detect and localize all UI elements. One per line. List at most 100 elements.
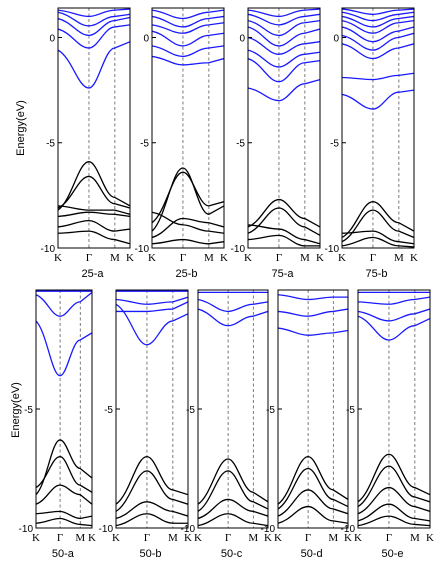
panel-75-a: 0-5-10K Γ M K75-a	[231, 7, 324, 280]
valence-band-4	[36, 510, 92, 520]
xtick-label-3: K	[88, 532, 96, 544]
conduction-band-4	[58, 24, 130, 49]
bands-25-b	[152, 9, 224, 245]
ytick-label: 0	[333, 33, 339, 44]
panel-title: 50-b	[140, 548, 162, 560]
xtick-label-0: K	[274, 532, 282, 544]
xtick-label-3: K	[410, 252, 418, 264]
panel-title: 75-b	[366, 268, 388, 280]
conduction-band-3	[248, 19, 320, 37]
xtick-label-3: K	[426, 532, 434, 544]
ytick-label: -5	[24, 405, 33, 416]
panel-frame	[57, 7, 131, 249]
xtick-label-3: K	[344, 532, 352, 544]
ytick-label: 0	[49, 33, 55, 44]
xtick-label-0: K	[112, 532, 120, 544]
ytick-label: -10	[99, 524, 114, 535]
valence-band-3	[36, 484, 92, 505]
panel-title: 50-e	[382, 548, 404, 560]
panels-group: 0-5-10K Γ M K25-a0-5-10K Γ M K25-b0-5-10K Γ M K75…	[19, 7, 434, 560]
valence-band-1	[278, 455, 348, 505]
valence-band-2	[278, 467, 348, 510]
panel-frame	[151, 7, 225, 249]
valence-band-1	[342, 201, 414, 239]
valence-band-3	[248, 224, 320, 245]
panel-50-d: -5-10K Γ M K50-d	[261, 289, 352, 560]
valence-band-5	[152, 238, 224, 245]
xtick-label-1: Γ	[86, 252, 92, 264]
bands-75-a	[248, 8, 320, 247]
conduction-band-2	[152, 15, 224, 28]
valence-band-2	[58, 175, 130, 209]
conduction-band-4	[342, 19, 414, 34]
ytick-label: -10	[41, 244, 56, 255]
panel-50-c: -5-10K Γ M K50-c	[181, 289, 272, 560]
valence-band-6	[58, 230, 130, 245]
xtick-label-2: M	[248, 532, 258, 544]
conduction-band-8	[248, 78, 320, 102]
panel-25-b: 0-5-10K Γ M K25-b	[135, 7, 228, 280]
ytick-label: -10	[181, 524, 196, 535]
conduction-band-3	[152, 22, 224, 34]
valence-band-2	[198, 470, 268, 512]
conduction-band-8	[342, 72, 414, 81]
panel-frame	[357, 289, 431, 529]
ytick-label: -5	[104, 405, 113, 416]
valence-band-1	[248, 198, 320, 228]
bands-50-b	[116, 290, 188, 527]
ytick-label: 0	[239, 33, 245, 44]
valence-band-4	[58, 211, 130, 218]
xtick-label-1: Γ	[144, 532, 150, 544]
conduction-band-2	[198, 298, 268, 313]
xtick-label-2: M	[300, 252, 310, 264]
ytick-label: -10	[19, 524, 34, 535]
valence-band-1	[198, 458, 268, 505]
conduction-band-6	[248, 49, 320, 68]
panel-50-b: -5-10K Γ M K50-b	[99, 289, 192, 560]
ytick-label: -5	[186, 405, 195, 416]
xtick-label-0: K	[244, 252, 252, 264]
panel-title: 75-a	[272, 268, 295, 280]
valence-band-3	[58, 205, 130, 215]
conduction-band-5	[342, 26, 414, 43]
conduction-band-2	[116, 296, 188, 305]
panel-frame	[247, 7, 321, 249]
conduction-band-1	[342, 8, 414, 15]
valence-band-4	[358, 503, 430, 522]
xtick-label-0: K	[354, 532, 362, 544]
valence-band-2	[36, 455, 92, 493]
ytick-label: -5	[140, 139, 149, 150]
valence-band-3	[342, 230, 414, 245]
conduction-band-3	[36, 320, 92, 377]
xtick-label-0: K	[338, 252, 346, 264]
conduction-band-7	[342, 43, 414, 60]
xtick-label-1: Γ	[386, 532, 392, 544]
valence-band-2	[248, 207, 320, 236]
conduction-band-4	[248, 26, 320, 47]
conduction-band-3	[116, 301, 188, 313]
conduction-band-6	[152, 55, 224, 66]
valence-band-3	[358, 486, 430, 515]
bands-50-e	[358, 291, 430, 527]
xtick-label-1: Γ	[370, 252, 376, 264]
bands-75-b	[342, 8, 414, 248]
panel-title: 50-c	[221, 548, 243, 560]
valence-band-5	[358, 515, 430, 527]
conduction-band-5	[58, 41, 130, 89]
valence-band-1	[152, 167, 224, 232]
valence-band-4	[248, 234, 320, 247]
conduction-band-5	[248, 36, 320, 55]
ylabel-top: Energy(eV)	[15, 100, 27, 156]
xtick-label-2: M	[328, 532, 338, 544]
xtick-label-0: K	[148, 252, 156, 264]
ytick-label: -10	[341, 524, 356, 535]
valence-band-3	[152, 217, 224, 239]
conduction-band-2	[342, 11, 414, 22]
panel-frame	[115, 289, 189, 529]
panel-50-e: -5-10K Γ M K50-e	[341, 289, 434, 560]
bands-25-a	[58, 8, 130, 245]
conduction-band-2	[358, 296, 430, 305]
xtick-label-1: Γ	[305, 532, 311, 544]
xtick-label-0: K	[54, 252, 62, 264]
